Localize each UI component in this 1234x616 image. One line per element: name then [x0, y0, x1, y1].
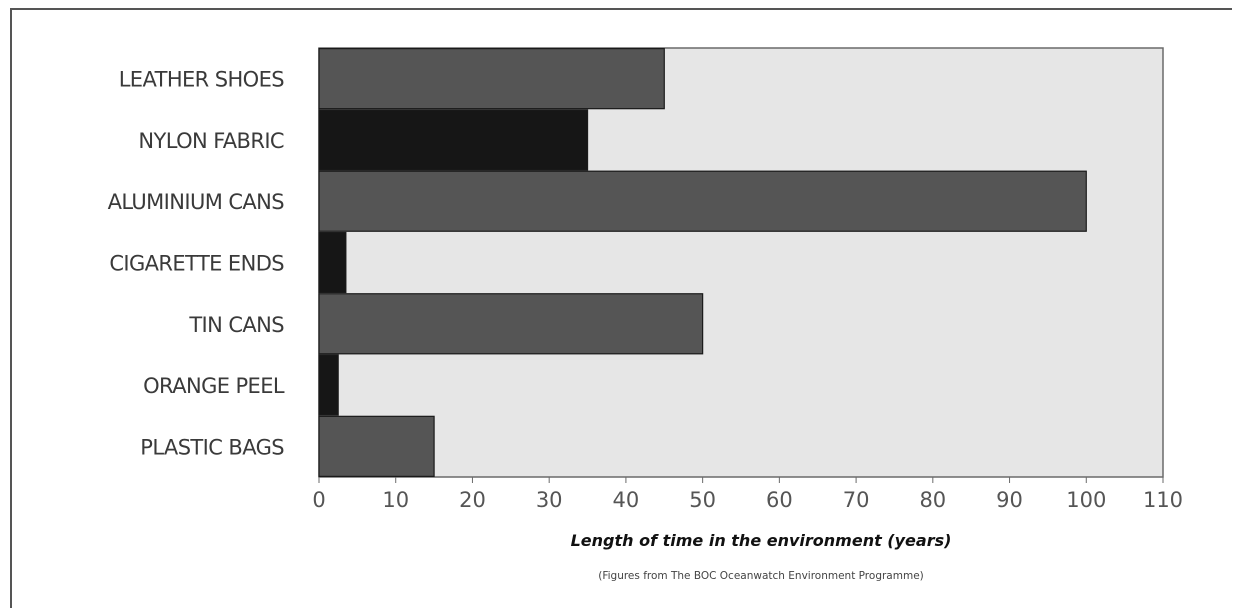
x-tick-label: 60	[766, 488, 793, 512]
bar-cigarette-ends	[318, 231, 347, 294]
bar-nylon-fabric	[318, 109, 589, 171]
x-tick-label: 20	[459, 488, 486, 512]
x-tick-label: 100	[1066, 488, 1106, 512]
bars-group	[318, 48, 1087, 477]
x-tick-label: 10	[382, 488, 409, 512]
category-label: TIN CANS	[188, 313, 284, 337]
x-tick-label: 50	[689, 488, 716, 512]
x-tick-label: 40	[613, 488, 640, 512]
category-label: LEATHER SHOES	[119, 68, 285, 92]
x-tick-label: 70	[843, 488, 870, 512]
x-tick-label: 80	[919, 488, 946, 512]
bar-plastic-bags	[318, 415, 435, 477]
bar-orange-peel	[318, 354, 339, 416]
bar-leather-shoes	[318, 48, 665, 110]
x-tick-label: 0	[312, 488, 325, 512]
category-label: CIGARETTE ENDS	[109, 252, 284, 276]
x-tick-label: 110	[1143, 488, 1183, 512]
category-label: ORANGE PEEL	[143, 374, 285, 398]
bar-tin-cans	[318, 293, 704, 355]
category-label: PLASTIC BAGS	[140, 435, 284, 459]
x-axis-title: Length of time in the environment (years…	[571, 531, 952, 550]
category-label: ALUMINIUM CANS	[108, 190, 285, 214]
x-tick-label: 30	[536, 488, 563, 512]
source-note: (Figures from The BOC Oceanwatch Environ…	[598, 570, 924, 582]
category-labels: LEATHER SHOES NYLON FABRIC ALUMINIUM CANS C…	[108, 68, 286, 460]
category-label: NYLON FABRIC	[138, 129, 284, 153]
chart-frame	[10, 8, 1232, 608]
x-axis-ticks: 0 10 20 30 40 50 60 70 80 90 100 110	[312, 477, 1183, 512]
x-tick-label: 90	[996, 488, 1023, 512]
bar-aluminium-cans	[318, 170, 1087, 232]
